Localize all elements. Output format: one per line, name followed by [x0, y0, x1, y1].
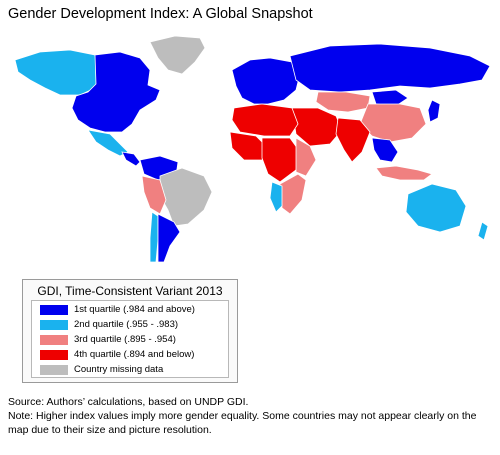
legend-item: 2nd quartile (.955 - .983) — [32, 318, 222, 332]
north-africa — [231, 103, 299, 137]
explanatory-note: Note: Higher index values imply more gen… — [8, 410, 477, 436]
argentina — [157, 213, 181, 263]
southeast-asia — [371, 137, 399, 163]
legend: GDI, Time-Consistent Variant 2013 1st qu… — [22, 279, 238, 383]
peru-bolivia — [141, 175, 167, 215]
legend-item: 4th quartile (.894 and below) — [32, 348, 222, 362]
russia — [289, 43, 491, 93]
indonesia — [375, 165, 433, 181]
australia — [405, 183, 467, 233]
japan — [427, 99, 441, 123]
legend-swatch — [40, 365, 68, 375]
legend-label: 2nd quartile (.955 - .983) — [74, 319, 179, 330]
legend-label: Country missing data — [74, 364, 164, 375]
china — [359, 103, 427, 143]
map-title: Gender Development Index: A Global Snaps… — [8, 6, 313, 22]
legend-title: GDI, Time-Consistent Variant 2013 — [37, 284, 223, 298]
legend-label: 3rd quartile (.895 - .954) — [74, 334, 176, 345]
notes: Source: Authors’ calculations, based on … — [8, 395, 494, 437]
greenland — [149, 35, 206, 75]
central-asia — [315, 91, 371, 113]
legend-item: 3rd quartile (.895 - .954) — [32, 333, 222, 347]
brazil — [159, 167, 213, 227]
central-africa — [261, 137, 301, 183]
east-africa — [295, 137, 317, 177]
legend-swatch — [40, 335, 68, 345]
legend-label: 4th quartile (.894 and below) — [74, 349, 195, 360]
new-zealand — [477, 221, 489, 241]
legend-body: 1st quartile (.984 and above) 2nd quarti… — [31, 300, 229, 378]
legend-item: 1st quartile (.984 and above) — [32, 303, 222, 317]
legend-swatch — [40, 350, 68, 360]
mongolia — [371, 89, 409, 107]
chile — [149, 211, 159, 263]
europe — [231, 57, 301, 105]
india — [335, 117, 371, 163]
legend-swatch — [40, 320, 68, 330]
west-africa — [229, 131, 269, 161]
canada-west — [14, 49, 101, 96]
world-map — [14, 35, 491, 263]
middle-east — [291, 107, 343, 147]
legend-item: Country missing data — [32, 363, 222, 377]
north-america — [71, 51, 161, 133]
legend-swatch — [40, 305, 68, 315]
legend-label: 1st quartile (.984 and above) — [74, 304, 195, 315]
namibia — [269, 181, 283, 213]
southern-africa — [279, 173, 307, 215]
central-america — [121, 151, 141, 167]
source-note: Source: Authors’ calculations, based on … — [8, 396, 249, 408]
